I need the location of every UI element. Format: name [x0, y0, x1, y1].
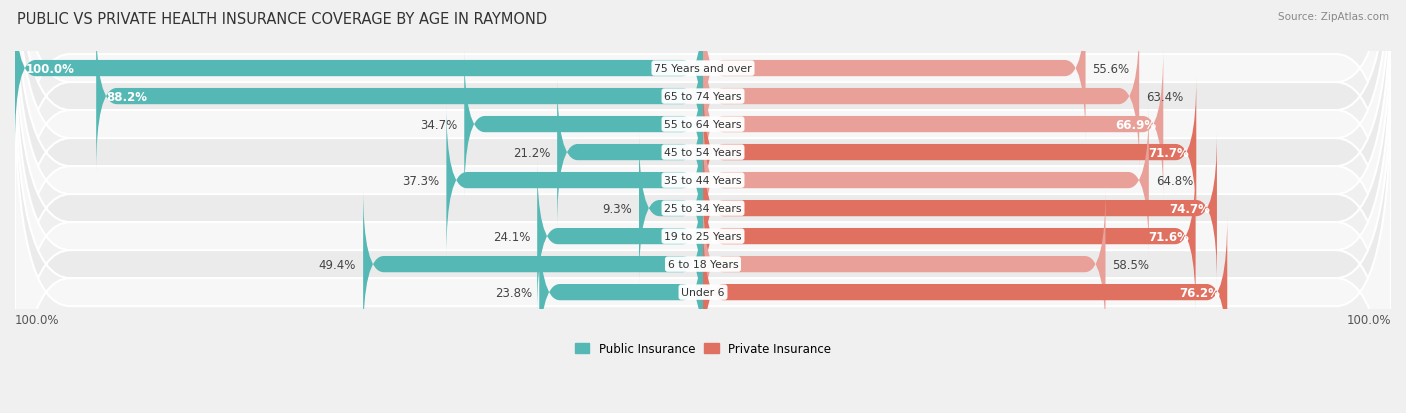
- FancyBboxPatch shape: [703, 217, 1227, 368]
- Text: 66.9%: 66.9%: [1115, 118, 1156, 131]
- Text: 88.2%: 88.2%: [107, 90, 148, 103]
- FancyBboxPatch shape: [15, 0, 703, 145]
- Text: 21.2%: 21.2%: [513, 146, 550, 159]
- Text: 100.0%: 100.0%: [25, 62, 75, 76]
- Text: 55 to 64 Years: 55 to 64 Years: [664, 120, 742, 130]
- Text: 34.7%: 34.7%: [420, 118, 457, 131]
- FancyBboxPatch shape: [464, 49, 703, 200]
- FancyBboxPatch shape: [15, 0, 1391, 413]
- FancyBboxPatch shape: [703, 77, 1197, 228]
- FancyBboxPatch shape: [15, 0, 1391, 362]
- Text: 6 to 18 Years: 6 to 18 Years: [668, 259, 738, 269]
- FancyBboxPatch shape: [703, 0, 1085, 145]
- FancyBboxPatch shape: [15, 27, 1391, 413]
- Text: 63.4%: 63.4%: [1146, 90, 1184, 103]
- FancyBboxPatch shape: [703, 21, 1139, 173]
- FancyBboxPatch shape: [96, 21, 703, 173]
- Legend: Public Insurance, Private Insurance: Public Insurance, Private Insurance: [571, 337, 835, 360]
- Text: 100.0%: 100.0%: [1347, 313, 1391, 326]
- Text: 100.0%: 100.0%: [15, 313, 59, 326]
- Text: 49.4%: 49.4%: [319, 258, 356, 271]
- Text: 35 to 44 Years: 35 to 44 Years: [664, 176, 742, 186]
- Text: 58.5%: 58.5%: [1112, 258, 1149, 271]
- FancyBboxPatch shape: [703, 105, 1149, 256]
- Text: 23.8%: 23.8%: [495, 286, 533, 299]
- Text: Under 6: Under 6: [682, 287, 724, 297]
- Text: PUBLIC VS PRIVATE HEALTH INSURANCE COVERAGE BY AGE IN RAYMOND: PUBLIC VS PRIVATE HEALTH INSURANCE COVER…: [17, 12, 547, 27]
- Text: 75 Years and over: 75 Years and over: [654, 64, 752, 74]
- FancyBboxPatch shape: [15, 0, 1391, 306]
- Text: 9.3%: 9.3%: [602, 202, 633, 215]
- Text: 55.6%: 55.6%: [1092, 62, 1129, 76]
- FancyBboxPatch shape: [703, 189, 1105, 340]
- Text: 25 to 34 Years: 25 to 34 Years: [664, 204, 742, 214]
- Text: 19 to 25 Years: 19 to 25 Years: [664, 232, 742, 242]
- FancyBboxPatch shape: [540, 217, 703, 368]
- FancyBboxPatch shape: [703, 133, 1218, 284]
- FancyBboxPatch shape: [446, 105, 703, 256]
- FancyBboxPatch shape: [537, 161, 703, 312]
- Text: Source: ZipAtlas.com: Source: ZipAtlas.com: [1278, 12, 1389, 22]
- FancyBboxPatch shape: [15, 0, 1391, 390]
- Text: 74.7%: 74.7%: [1170, 202, 1211, 215]
- Text: 24.1%: 24.1%: [494, 230, 530, 243]
- FancyBboxPatch shape: [557, 77, 703, 228]
- Text: 76.2%: 76.2%: [1180, 286, 1220, 299]
- FancyBboxPatch shape: [15, 0, 1391, 335]
- FancyBboxPatch shape: [703, 161, 1195, 312]
- FancyBboxPatch shape: [363, 189, 703, 340]
- Text: 64.8%: 64.8%: [1156, 174, 1192, 187]
- Text: 65 to 74 Years: 65 to 74 Years: [664, 92, 742, 102]
- FancyBboxPatch shape: [703, 49, 1163, 200]
- FancyBboxPatch shape: [15, 83, 1391, 413]
- FancyBboxPatch shape: [15, 0, 1391, 278]
- Text: 45 to 54 Years: 45 to 54 Years: [664, 148, 742, 158]
- FancyBboxPatch shape: [638, 133, 703, 284]
- Text: 37.3%: 37.3%: [402, 174, 440, 187]
- Text: 71.6%: 71.6%: [1147, 230, 1188, 243]
- FancyBboxPatch shape: [15, 55, 1391, 413]
- Text: 71.7%: 71.7%: [1149, 146, 1189, 159]
